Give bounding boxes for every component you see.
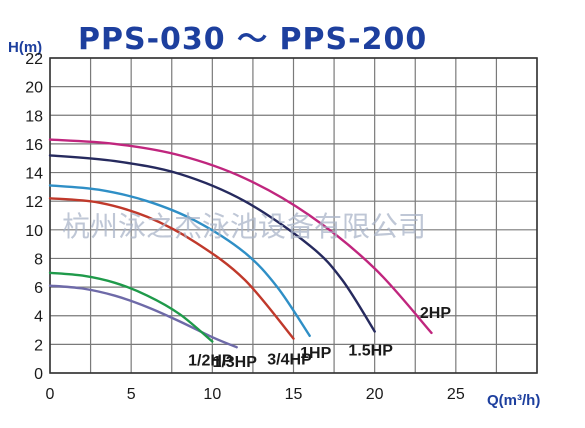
grid [49,57,538,374]
series-label-1hp: 1HP [300,345,331,362]
x-axis-title: Q(m³/h) [487,392,540,409]
x-tick-label: 0 [46,386,55,403]
curve-1-2hp [48,271,214,343]
series-label-3-4hp: 3/4HP [267,352,312,369]
x-tick-label: 15 [285,386,303,403]
series-label-1-2hp: 1/2HP [188,353,233,370]
y-tick-label: 4 [34,309,43,326]
watermark-text: 杭州泳之杰泳池设备有限公司 [62,210,426,243]
y-tick-label: 14 [25,166,43,183]
y-tick-label: 0 [34,366,43,383]
curve-1hp [48,184,311,337]
series-label-2hp: 2HP [420,305,451,322]
y-tick-label: 22 [25,51,43,68]
plot-frame [49,57,538,374]
series-label-1-3hp: 1/3HP [212,354,257,371]
x-tick-label: 20 [366,386,384,403]
y-tick-label: 20 [25,80,43,97]
y-axis-title: H(m) [8,39,42,56]
y-tick-label: 10 [25,223,43,240]
tick-labels: 0 2 4 6 8 10 12 14 16 18 20 22 0 5 10 15 20 25 [25,51,465,403]
x-tick-label: 5 [127,386,136,403]
x-tick-label: 10 [203,386,221,403]
series-label-1-5hp: 1.5HP [348,342,393,359]
y-tick-label: 18 [25,108,43,125]
y-tick-label: 6 [34,280,43,297]
y-tick-label: 2 [34,337,43,354]
x-tick-label: 25 [447,386,465,403]
chart-title: PPS-030 ～ PPS-200 [78,22,427,57]
curve-1-3hp [48,284,238,349]
y-tick-label: 8 [34,251,43,268]
y-tick-label: 12 [25,194,43,211]
curve-1-5hp [48,154,376,333]
curve-2hp [48,138,433,335]
curves [48,138,433,349]
y-tick-label: 16 [25,137,43,154]
curve-3-4hp [48,197,295,340]
